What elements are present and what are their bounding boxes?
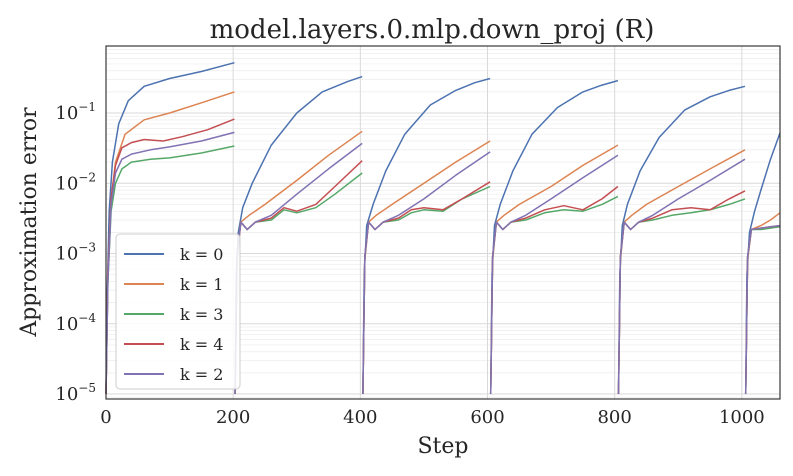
y-tick-label: 10−5 [55, 381, 96, 405]
series-line [489, 79, 619, 395]
y-tick-label: 10−4 [55, 311, 96, 335]
legend-label: k = 1 [180, 275, 223, 294]
y-axis: 10−5 10−4 10−3 10−2 10−1 [55, 100, 96, 405]
series-line [617, 198, 746, 395]
x-axis-label: Step [417, 434, 468, 459]
x-tick-label: 200 [216, 407, 250, 428]
series-line [362, 77, 491, 395]
y-tick-label: 10−2 [55, 170, 96, 194]
y-axis-label: Approximation error [17, 107, 42, 338]
series-line [105, 131, 235, 395]
series-line [362, 151, 491, 395]
x-tick-label: 1000 [719, 407, 765, 428]
plot-frame [105, 45, 781, 400]
series-line [617, 190, 746, 395]
series-line [234, 130, 363, 395]
x-tick-label: 0 [100, 407, 111, 428]
series-k2 [105, 131, 781, 395]
y-tick-label: 10−1 [55, 100, 96, 124]
y-tick-label: 10−3 [55, 241, 96, 265]
series-line [744, 224, 781, 395]
legend-label: k = 3 [180, 305, 223, 324]
series-line [744, 132, 781, 395]
x-tick-label: 600 [470, 407, 504, 428]
legend-label: k = 0 [180, 245, 223, 264]
legend-label: k = 4 [180, 335, 223, 354]
legend-box [115, 233, 241, 390]
series-line [234, 160, 363, 395]
legend: k = 0 k = 1 k = 3 k = 4 k = 2 [115, 233, 241, 390]
series-line [489, 154, 619, 395]
series-line [744, 212, 781, 395]
series-line [489, 144, 619, 395]
x-axis: 0 200 400 600 800 1000 [100, 407, 764, 428]
series-line [362, 181, 491, 395]
x-tick-label: 400 [343, 407, 377, 428]
legend-label: k = 2 [180, 365, 223, 384]
series-line [617, 85, 746, 395]
series-line [489, 195, 619, 395]
chart-title: model.layers.0.mlp.down_proj (R) [210, 15, 655, 45]
series-line [617, 158, 746, 395]
series-line [744, 226, 781, 395]
series-line [744, 224, 781, 395]
plot-area [105, 61, 781, 395]
x-tick-label: 800 [597, 407, 631, 428]
